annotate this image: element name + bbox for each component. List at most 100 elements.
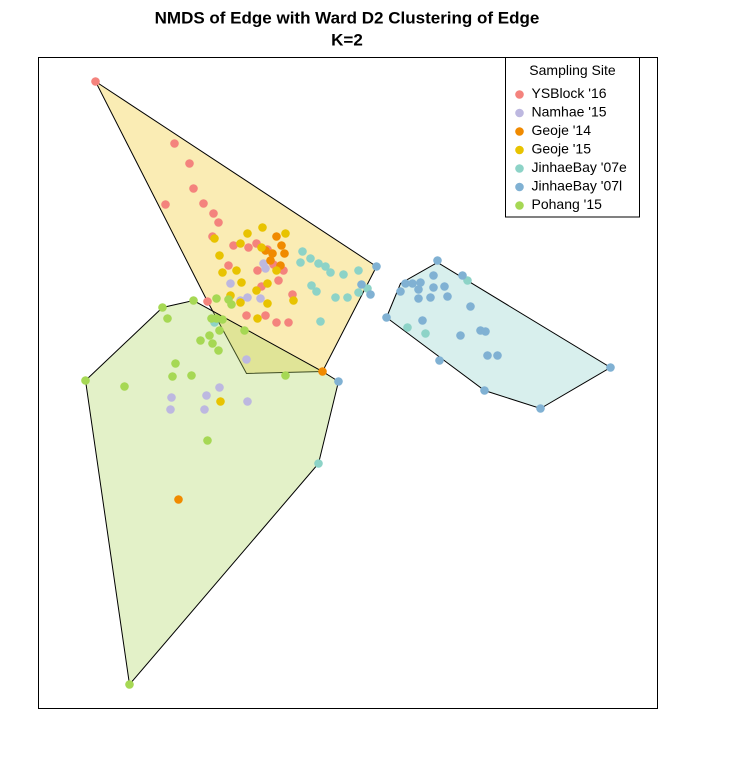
point	[243, 397, 252, 406]
chart-subtitle: K=2	[331, 30, 363, 49]
point	[343, 293, 352, 302]
point	[252, 286, 261, 295]
legend-title: Sampling Site	[529, 62, 616, 78]
point	[280, 249, 289, 258]
point	[382, 313, 391, 322]
point	[242, 355, 251, 364]
point	[215, 326, 224, 335]
point	[215, 251, 224, 260]
legend-label: Geoje '15	[532, 141, 592, 157]
point	[242, 311, 251, 320]
point	[120, 382, 129, 391]
point	[298, 247, 307, 256]
point	[480, 386, 489, 395]
point	[236, 239, 245, 248]
point	[158, 303, 167, 312]
point	[163, 314, 172, 323]
point	[91, 77, 100, 86]
point	[316, 317, 325, 326]
point	[203, 297, 212, 306]
legend-label: JinhaeBay '07e	[532, 159, 628, 175]
point	[125, 680, 134, 689]
point	[263, 299, 272, 308]
point	[414, 294, 423, 303]
point	[307, 281, 316, 290]
point	[606, 363, 615, 372]
point	[224, 261, 233, 270]
point	[167, 393, 176, 402]
point	[243, 229, 252, 238]
point	[481, 327, 490, 336]
point	[214, 346, 223, 355]
legend-label: Namhae '15	[532, 104, 607, 120]
point	[354, 288, 363, 297]
legend-marker	[515, 90, 524, 99]
point	[372, 262, 381, 271]
point	[161, 200, 170, 209]
legend-label: JinhaeBay '07l	[532, 178, 623, 194]
plot-frame	[38, 57, 658, 709]
point	[226, 279, 235, 288]
point	[200, 405, 209, 414]
point	[170, 139, 179, 148]
point	[536, 404, 545, 413]
point	[408, 279, 417, 288]
point	[208, 339, 217, 348]
point	[263, 279, 272, 288]
point	[209, 209, 218, 218]
legend-label: YSBlock '16	[532, 85, 607, 101]
point	[396, 287, 405, 296]
point	[187, 371, 196, 380]
point	[339, 270, 348, 279]
point	[268, 249, 277, 258]
hulls	[84, 80, 612, 686]
point	[296, 258, 305, 267]
point	[456, 331, 465, 340]
legend-label: Geoje '14	[532, 122, 592, 138]
point	[426, 293, 435, 302]
point	[321, 262, 330, 271]
point	[258, 223, 267, 232]
point	[212, 294, 221, 303]
points	[81, 77, 615, 689]
point	[196, 336, 205, 345]
point	[414, 285, 423, 294]
point	[253, 314, 262, 323]
point	[253, 266, 262, 275]
point	[357, 280, 366, 289]
point	[318, 367, 327, 376]
point	[214, 218, 223, 227]
point	[227, 300, 236, 309]
point	[354, 266, 363, 275]
point	[440, 282, 449, 291]
point	[257, 243, 266, 252]
point	[314, 459, 323, 468]
point	[326, 268, 335, 277]
point	[403, 323, 412, 332]
point	[466, 302, 475, 311]
point	[483, 351, 492, 360]
legend-marker	[515, 201, 524, 210]
point	[272, 266, 281, 275]
point	[421, 329, 430, 338]
point	[199, 199, 208, 208]
point	[334, 377, 343, 386]
legend-marker	[515, 164, 524, 173]
point	[284, 318, 293, 327]
legend-box	[505, 57, 640, 218]
point	[366, 290, 375, 299]
point	[240, 326, 249, 335]
point	[493, 351, 502, 360]
point	[418, 316, 427, 325]
point	[210, 234, 219, 243]
point	[443, 292, 452, 301]
point	[435, 356, 444, 365]
chart-title: NMDS of Edge with Ward D2 Clustering of …	[155, 8, 540, 27]
point	[306, 254, 315, 263]
point	[261, 264, 270, 273]
point	[203, 436, 212, 445]
point	[277, 241, 286, 250]
point	[171, 359, 180, 368]
